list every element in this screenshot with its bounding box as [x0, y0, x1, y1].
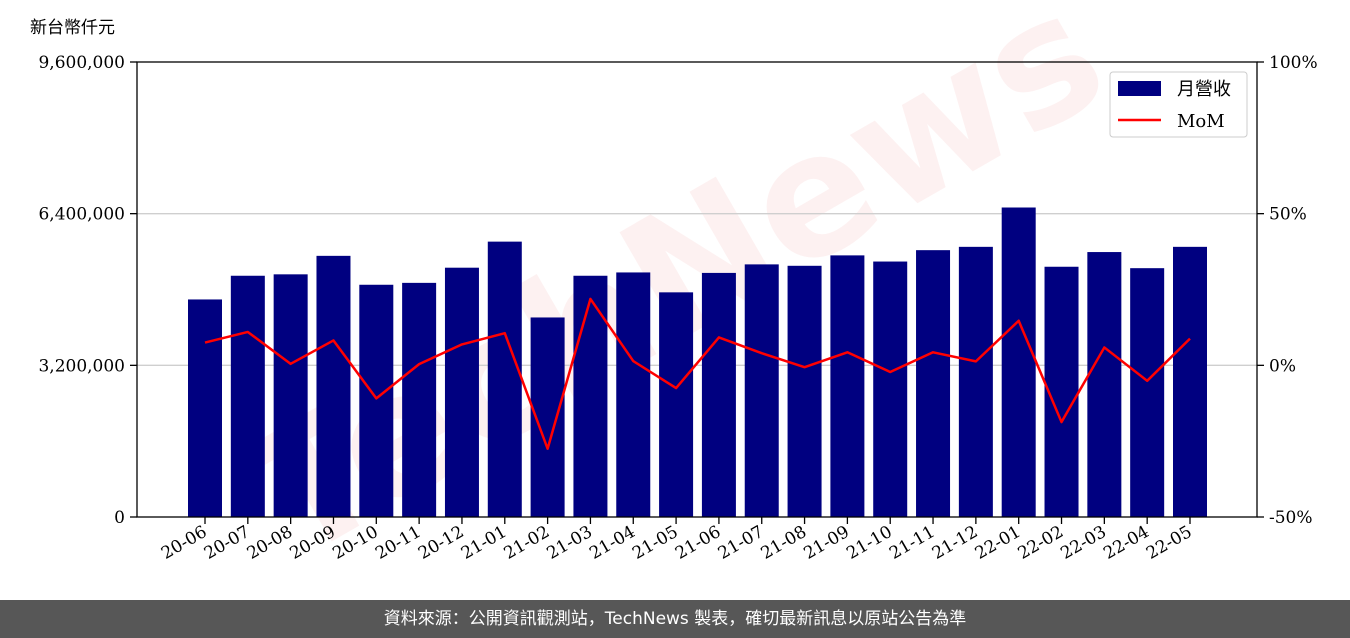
- left-y-axis: 0 3,200,000 6,400,000 9,600,000: [38, 53, 137, 528]
- x-tick-label: 20-07: [201, 522, 253, 564]
- revenue-bar: [659, 292, 694, 517]
- revenue-bars: [188, 207, 1207, 518]
- x-tick-label: 21-07: [715, 522, 767, 564]
- x-tick-label: 21-01: [458, 522, 510, 564]
- x-tick-label: 21-06: [672, 522, 724, 564]
- x-tick-label: 22-01: [972, 522, 1024, 564]
- revenue-bar: [701, 272, 736, 517]
- right-tick-label: -50%: [1269, 508, 1313, 528]
- revenue-bar: [573, 275, 608, 517]
- revenue-bar: [487, 241, 522, 518]
- right-tick-label: 100%: [1269, 53, 1318, 73]
- revenue-bar: [787, 265, 822, 517]
- right-tick-label: 0%: [1269, 356, 1296, 376]
- source-footer: 資料來源：公開資訊觀測站，TechNews 製表，確切最新訊息以原站公告為準: [0, 600, 1350, 638]
- x-tick-label: 22-05: [1143, 522, 1195, 564]
- left-tick-label: 6,400,000: [38, 205, 125, 225]
- x-tick-label: 21-10: [843, 522, 895, 564]
- x-tick-label: 21-11: [886, 522, 938, 564]
- revenue-bar: [1173, 246, 1207, 517]
- x-tick-label: 20-08: [244, 522, 296, 564]
- mom-line: [204, 297, 1191, 450]
- x-tick-label: 21-04: [586, 522, 638, 564]
- legend-swatch-revenue: [1118, 81, 1161, 96]
- revenue-bar: [616, 272, 651, 517]
- right-tick-label: 50%: [1269, 205, 1307, 225]
- x-tick-label: 20-06: [158, 522, 210, 564]
- revenue-bar: [1130, 268, 1165, 517]
- revenue-bar: [402, 282, 437, 517]
- revenue-bar: [316, 255, 351, 518]
- mom-line-layer: [204, 297, 1191, 450]
- legend-label-revenue: 月營收: [1177, 79, 1231, 100]
- x-tick-label: 22-02: [1015, 522, 1067, 564]
- revenue-bar: [188, 299, 222, 517]
- right-y-axis: -50% 0% 50% 100%: [1257, 53, 1318, 528]
- x-tick-label: 21-02: [501, 522, 553, 564]
- revenue-bar: [230, 275, 265, 517]
- x-tick-label: 21-08: [758, 522, 810, 564]
- revenue-bar: [273, 274, 308, 517]
- left-tick-label: 3,200,000: [38, 356, 125, 376]
- x-tick-label: 22-04: [1100, 522, 1152, 564]
- x-tick-label: 21-03: [543, 522, 595, 564]
- left-tick-label: 0: [114, 508, 125, 528]
- left-tick-label: 9,600,000: [38, 53, 125, 73]
- revenue-bar: [958, 246, 993, 517]
- footer-source-text: 資料來源：公開資訊觀測站，TechNews 製表，確切最新訊息以原站公告為準: [383, 609, 967, 629]
- left-axis-unit-label: 新台幣仟元: [30, 18, 115, 38]
- revenue-bar: [1087, 252, 1122, 517]
- x-tick-label: 21-09: [800, 522, 852, 564]
- revenue-bar: [830, 255, 865, 517]
- legend: 月營收 MoM: [1109, 71, 1248, 138]
- revenue-bar: [1044, 266, 1079, 517]
- x-tick-label: 21-05: [629, 522, 681, 564]
- revenue-bar: [444, 267, 479, 517]
- x-tick-label: 22-03: [1057, 522, 1109, 564]
- revenue-bar: [359, 284, 394, 517]
- revenue-bar: [916, 250, 951, 518]
- x-tick-label: 21-12: [929, 522, 981, 564]
- revenue-bar: [744, 264, 779, 517]
- revenue-bar: [873, 261, 908, 517]
- plot-frame: [136, 61, 1258, 518]
- legend-label-mom: MoM: [1177, 111, 1225, 132]
- revenue-bar: [1001, 207, 1036, 518]
